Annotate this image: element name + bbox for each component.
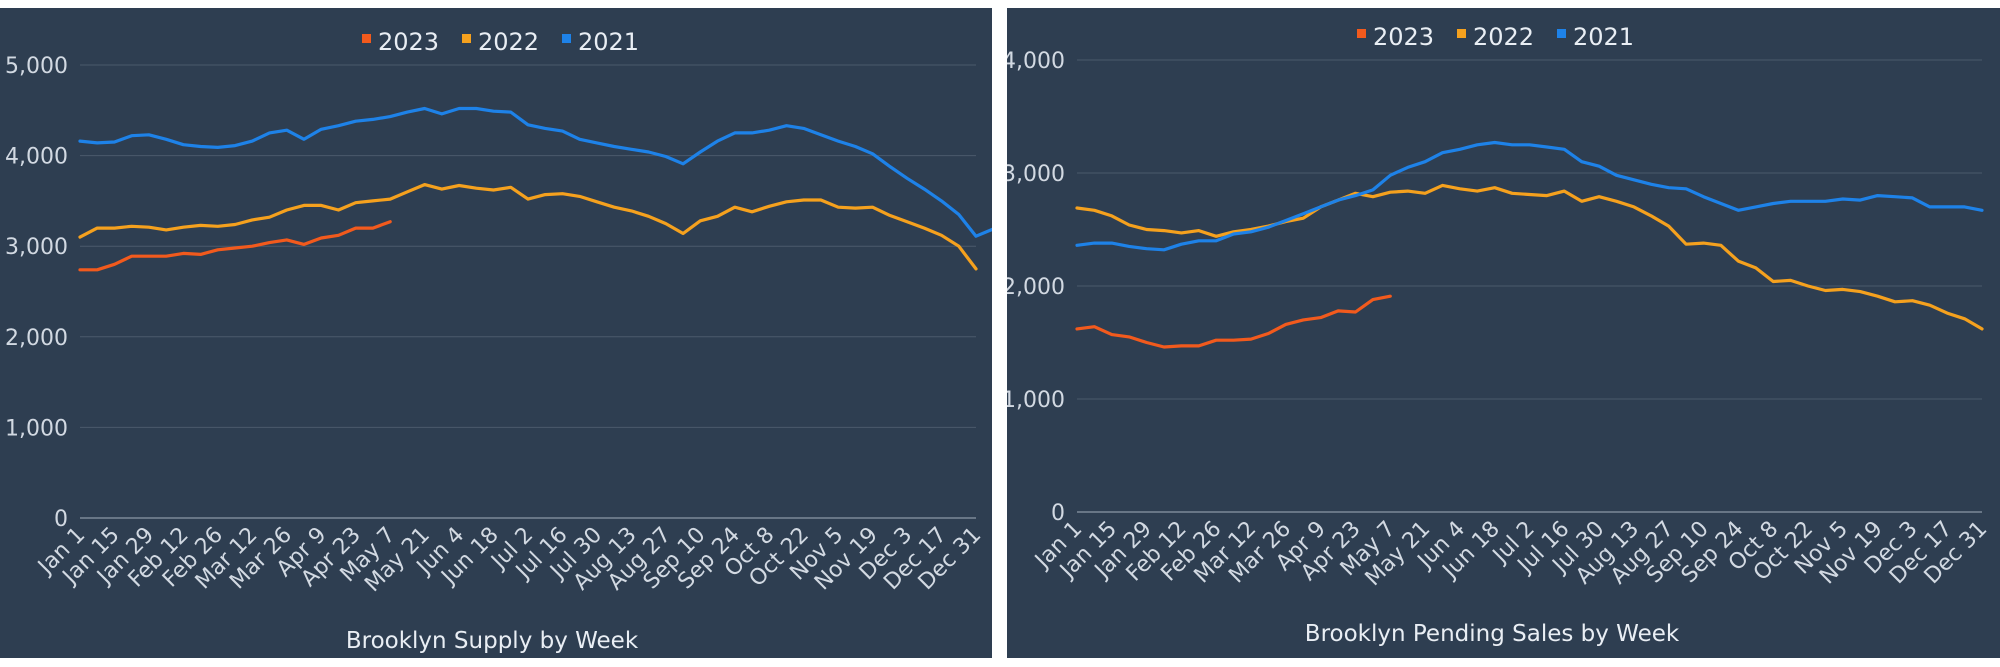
legend-swatch — [1557, 29, 1566, 38]
legend-label: 2021 — [1573, 23, 1634, 51]
series-line-2022 — [78, 183, 978, 271]
supply-chart-panel: Brooklyn Supply by Week 0 1,000 2,000 3,000… — [0, 8, 992, 658]
supply-chart: Brooklyn Supply by Week 0 1,000 2,000 3,000… — [5, 28, 992, 654]
y-tick-label: 4,000 — [5, 145, 68, 170]
y-tick-label: 0 — [54, 507, 68, 532]
y-tick-label: 3,000 — [1007, 162, 1065, 187]
legend-swatch — [1457, 29, 1466, 38]
y-tick-label: 4,000 — [1007, 49, 1065, 74]
legend-label: 2023 — [1373, 23, 1434, 51]
series-line-2021 — [1075, 140, 1984, 252]
legend-swatch — [562, 34, 571, 43]
legend-swatch — [1357, 29, 1366, 38]
legend-swatch — [362, 34, 371, 43]
legend-label: 2021 — [578, 28, 639, 56]
legend-swatch — [462, 34, 471, 43]
legend-label: 2022 — [1473, 23, 1534, 51]
y-tick-label: 0 — [1051, 501, 1065, 526]
series-line-2022 — [1075, 183, 1984, 331]
y-tick-label: 5,000 — [5, 54, 68, 79]
y-tick-label: 3,000 — [5, 235, 68, 260]
chart-title: Brooklyn Pending Sales by Week — [1305, 621, 1680, 647]
series-line-2023 — [1075, 294, 1392, 349]
series-line-2021 — [78, 106, 992, 238]
y-tick-label: 1,000 — [5, 416, 68, 441]
y-tick-label: 2,000 — [1007, 275, 1065, 300]
pending-sales-chart: Brooklyn Pending Sales by Week 0 1,000 2,0… — [1007, 23, 1992, 647]
series-line-2023 — [78, 220, 392, 272]
y-tick-label: 2,000 — [5, 326, 68, 351]
legend-label: 2023 — [378, 28, 439, 56]
pending-sales-chart-panel: Brooklyn Pending Sales by Week 0 1,000 2,0… — [1007, 8, 2000, 658]
y-tick-label: 1,000 — [1007, 388, 1065, 413]
chart-title: Brooklyn Supply by Week — [346, 628, 639, 654]
legend-label: 2022 — [478, 28, 539, 56]
